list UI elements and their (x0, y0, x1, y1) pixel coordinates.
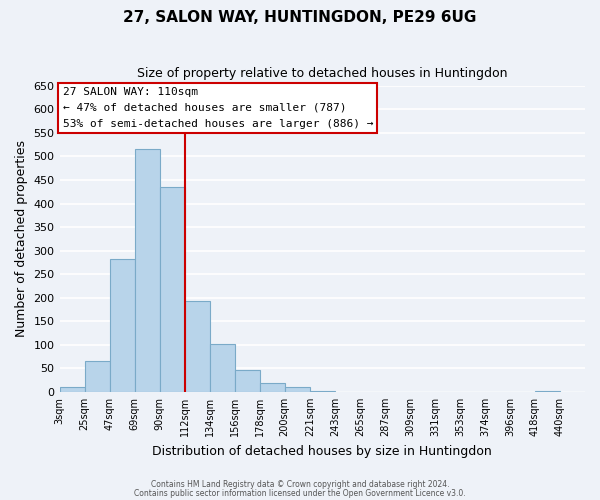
Bar (235, 370, 260, 392)
Bar (110, 258, 134, 392)
Bar (85, 362, 110, 392)
Bar (260, 383, 285, 392)
X-axis label: Distribution of detached houses by size in Huntingdon: Distribution of detached houses by size … (152, 444, 492, 458)
Text: 27 SALON WAY: 110sqm
← 47% of detached houses are smaller (787)
53% of semi-deta: 27 SALON WAY: 110sqm ← 47% of detached h… (62, 88, 373, 128)
Bar (160, 187, 185, 392)
Bar (185, 301, 209, 392)
Text: Contains public sector information licensed under the Open Government Licence v3: Contains public sector information licen… (134, 488, 466, 498)
Bar (285, 387, 310, 392)
Text: 27, SALON WAY, HUNTINGDON, PE29 6UG: 27, SALON WAY, HUNTINGDON, PE29 6UG (124, 10, 476, 25)
Bar (310, 391, 335, 392)
Bar (209, 344, 235, 392)
Title: Size of property relative to detached houses in Huntingdon: Size of property relative to detached ho… (137, 68, 508, 80)
Bar (134, 150, 160, 392)
Text: Contains HM Land Registry data © Crown copyright and database right 2024.: Contains HM Land Registry data © Crown c… (151, 480, 449, 489)
Y-axis label: Number of detached properties: Number of detached properties (15, 140, 28, 338)
Bar (59, 387, 85, 392)
Bar (535, 391, 560, 392)
